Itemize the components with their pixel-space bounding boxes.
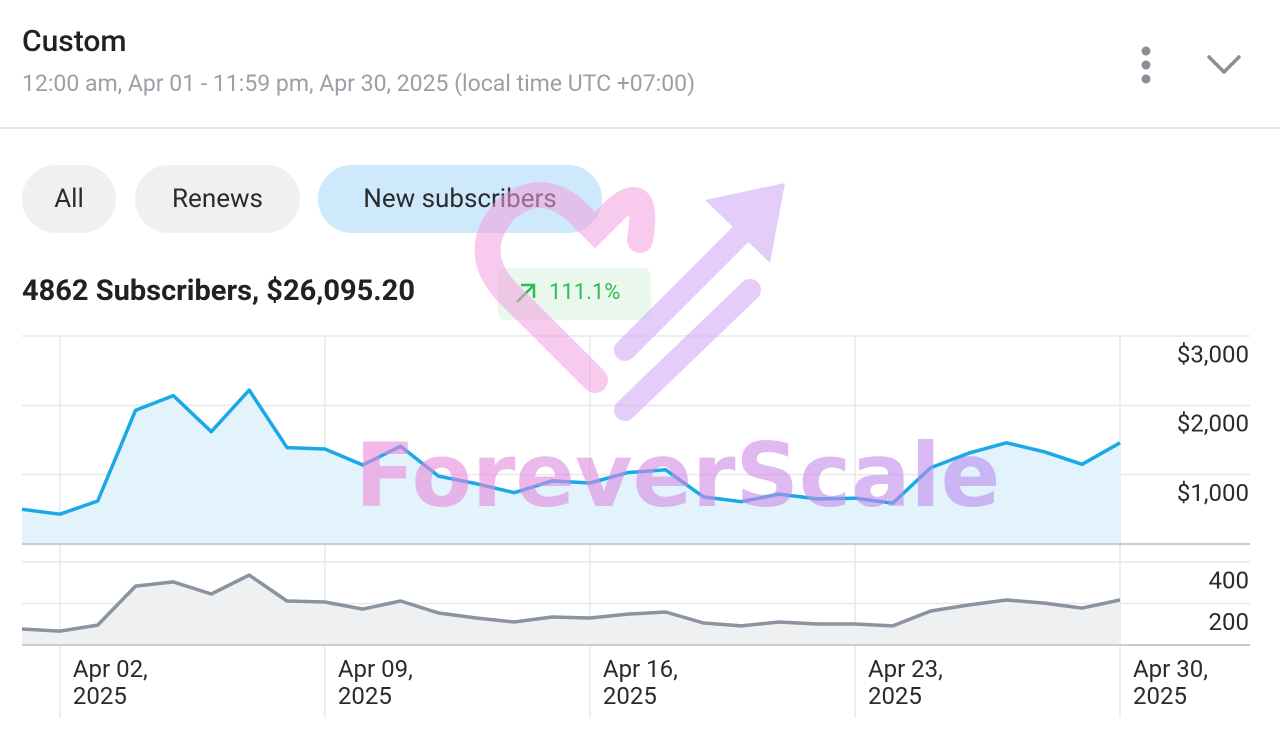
title: Custom: [22, 24, 127, 59]
y-tick-label: $1,000: [1177, 479, 1249, 507]
x-tick-label: Apr 16, 2025: [602, 655, 678, 710]
summary: 4862 Subscribers, $26,095.20: [22, 274, 415, 308]
separator: [0, 127, 1280, 129]
y-tick-label: $2,000: [1177, 410, 1249, 438]
x-tick-label: Apr 30, 2025: [1133, 655, 1208, 710]
y-tick-label: 200: [1209, 608, 1249, 636]
line: [21, 573, 1121, 633]
filter-pill[interactable]: All: [22, 165, 116, 233]
menu-icon[interactable]: [1141, 46, 1151, 84]
subtitle: 12:00 am, Apr 01 - 11:59 pm, Apr 30, 202…: [22, 70, 696, 97]
line: [21, 388, 1121, 516]
x-tick-label: Apr 02, 2025: [72, 655, 148, 710]
filter-pill[interactable]: Renews: [135, 165, 300, 233]
y-tick-label: $3,000: [1177, 340, 1249, 368]
y-tick-label: 400: [1209, 566, 1249, 594]
expand-icon[interactable]: [1207, 55, 1241, 74]
x-tick-label: Apr 09, 2025: [337, 655, 413, 710]
x-tick-label: Apr 23, 2025: [867, 655, 943, 710]
filter-pill[interactable]: New subscribers: [318, 165, 602, 233]
area: [22, 575, 1120, 645]
watermark: ForeverScale: [355, 424, 1000, 527]
change-value: 111.1%: [549, 280, 621, 305]
area: [22, 390, 1120, 544]
